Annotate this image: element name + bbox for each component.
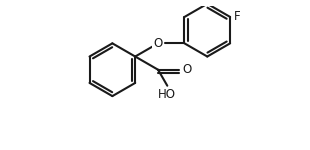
Text: F: F — [233, 11, 240, 23]
Text: HO: HO — [158, 88, 176, 101]
Text: O: O — [153, 37, 163, 50]
Text: O: O — [183, 63, 192, 76]
